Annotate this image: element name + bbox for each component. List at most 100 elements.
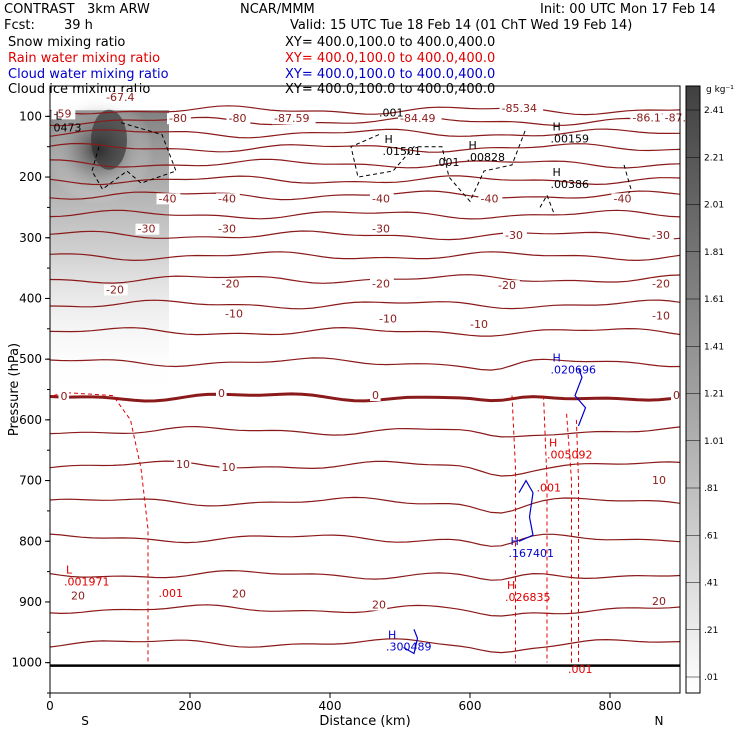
extremum-value: .01501 <box>383 145 422 158</box>
model-title: CONTRAST 3km ARW <box>4 2 150 17</box>
contour-label-bg <box>499 102 544 114</box>
temperature-contour-label: -20 <box>222 277 240 290</box>
mixing-ratio-contour <box>623 164 632 202</box>
temperature-contour-label: -20 <box>652 277 670 290</box>
extremum-value: .00828 <box>467 151 506 164</box>
field-xy-rain: XY= 400.0,100.0 to 400.0,400.0 <box>285 51 496 66</box>
mixing-ratio-contour <box>575 419 579 663</box>
y-tick-label: 900 <box>19 595 42 609</box>
center-title: NCAR/MMM <box>240 2 315 17</box>
temperature-contour-label: 20 <box>71 589 85 602</box>
contour-label-bg <box>51 108 76 120</box>
contour-label-bg <box>650 310 674 322</box>
y-tick-label: 400 <box>19 291 42 305</box>
temperature-contour-label: 10 <box>176 458 190 471</box>
temperature-contour-line <box>50 209 680 220</box>
contour-label-bg <box>370 278 394 290</box>
temperature-contour-line <box>50 158 680 169</box>
temperature-contour-label: 20 <box>372 598 386 611</box>
temperature-contour-label: -30 <box>218 223 236 236</box>
cloud-water-contour <box>403 629 419 655</box>
temperature-contour-line <box>50 392 680 403</box>
temperature-contour-label: -87.59 <box>274 112 309 125</box>
temperature-contour-label: -86.17 <box>632 112 667 125</box>
extremum-value: .026835 <box>505 591 551 604</box>
cloud-water-contour <box>518 479 534 542</box>
extremum-value: .020696 <box>551 363 597 376</box>
temperature-contour-label: 0 <box>372 389 379 402</box>
contour-labels: -67.4-80 -80 -87.59 -84.49-85.34-86.17-87.5… <box>51 91 700 676</box>
contour-label-bg <box>174 459 192 471</box>
mixing-ratio-contour <box>543 395 548 663</box>
contour-label-bg <box>370 599 388 611</box>
temperature-contour-label: -40 <box>614 192 632 205</box>
colorbar-tick-label: 1.61 <box>704 295 724 305</box>
temperature-contour-label: 0 <box>61 390 68 403</box>
snow-peak <box>91 109 127 170</box>
contour-label-bg <box>370 223 394 235</box>
temperature-contour-line <box>50 533 680 547</box>
x-tick-label: 0 <box>46 699 54 713</box>
colorbar-tick-label: .61 <box>704 531 718 541</box>
temperature-contour-line <box>50 230 680 241</box>
contour-label-bg <box>216 388 227 400</box>
temperature-contour-label: -10 <box>652 309 670 322</box>
temperature-contours <box>50 105 680 654</box>
temperature-contour-line <box>50 326 680 337</box>
extremum-value: .167401 <box>509 547 555 560</box>
temperature-contour-label: -10 <box>225 308 243 321</box>
contour-label-bg <box>219 278 244 290</box>
x-tick-label: 200 <box>179 699 202 713</box>
temperature-contour-line <box>50 116 680 127</box>
temperature-contour-label: -30 <box>138 223 156 236</box>
y-tick-label: 800 <box>19 534 42 548</box>
temperature-contour-label: -40 <box>218 192 236 205</box>
extremum-marker: H <box>553 121 561 134</box>
snow-shading <box>50 94 169 396</box>
forecast-hour: 39 h <box>64 18 93 33</box>
extremum-marker: H <box>553 351 561 364</box>
extremum-marker: L <box>56 110 63 123</box>
colorbar-tick-label: .81 <box>704 484 718 494</box>
y-tick-label: 200 <box>19 170 42 184</box>
contour-label-bg <box>650 229 674 241</box>
colorbar-tick-label: 1.81 <box>704 248 724 258</box>
mixing-ratio-contour <box>566 413 572 663</box>
temperature-contour-line <box>50 460 680 477</box>
temperature-contour-label: 0 <box>218 387 225 400</box>
temperature-contour-label: 0 <box>673 389 680 402</box>
y-tick-label: 100 <box>19 109 42 123</box>
contour-label-bg <box>398 113 442 125</box>
temperature-contour-line <box>50 357 680 371</box>
extremum-value: .00386 <box>551 178 590 191</box>
contour-label-bg <box>167 113 191 125</box>
temperature-contour-label: 10 <box>222 461 236 474</box>
contour-label-bg <box>69 590 87 602</box>
contour-label-bg <box>230 588 248 600</box>
temperature-contour-line <box>50 251 680 262</box>
mixing-ratio-label: .001 <box>568 663 593 676</box>
mixing-ratio-contour <box>511 395 516 663</box>
temperature-contour-label: -80 <box>229 112 247 125</box>
extremum-marker: H <box>507 579 515 592</box>
temperature-contour-line <box>50 142 680 153</box>
south-end-label: S <box>81 714 89 728</box>
field-name-snow: Snow mixing ratio <box>8 35 126 50</box>
temperature-contour-label: -59 <box>54 107 72 120</box>
extremum-value: 0473 <box>54 122 82 135</box>
field-name-rain: Rain water mixing ratio <box>8 51 161 66</box>
extremum-value: .005092 <box>547 448 593 461</box>
contour-label-bg <box>216 193 240 205</box>
extremum-value: .00159 <box>551 133 590 146</box>
contour-label-bg <box>216 223 240 235</box>
contour-label-bg <box>496 280 520 292</box>
temperature-contour-line <box>50 604 680 617</box>
temperature-contour-label: -10 <box>470 318 488 331</box>
colorbar-tick-label: 1.21 <box>704 390 724 400</box>
colorbar-tick-label: 2.21 <box>704 153 724 163</box>
temperature-contour-label: -10 <box>379 313 397 326</box>
extremum-marker: L <box>66 564 73 577</box>
contour-label-bg <box>468 318 492 330</box>
colorbar-unit: g kg⁻¹ <box>706 85 734 95</box>
